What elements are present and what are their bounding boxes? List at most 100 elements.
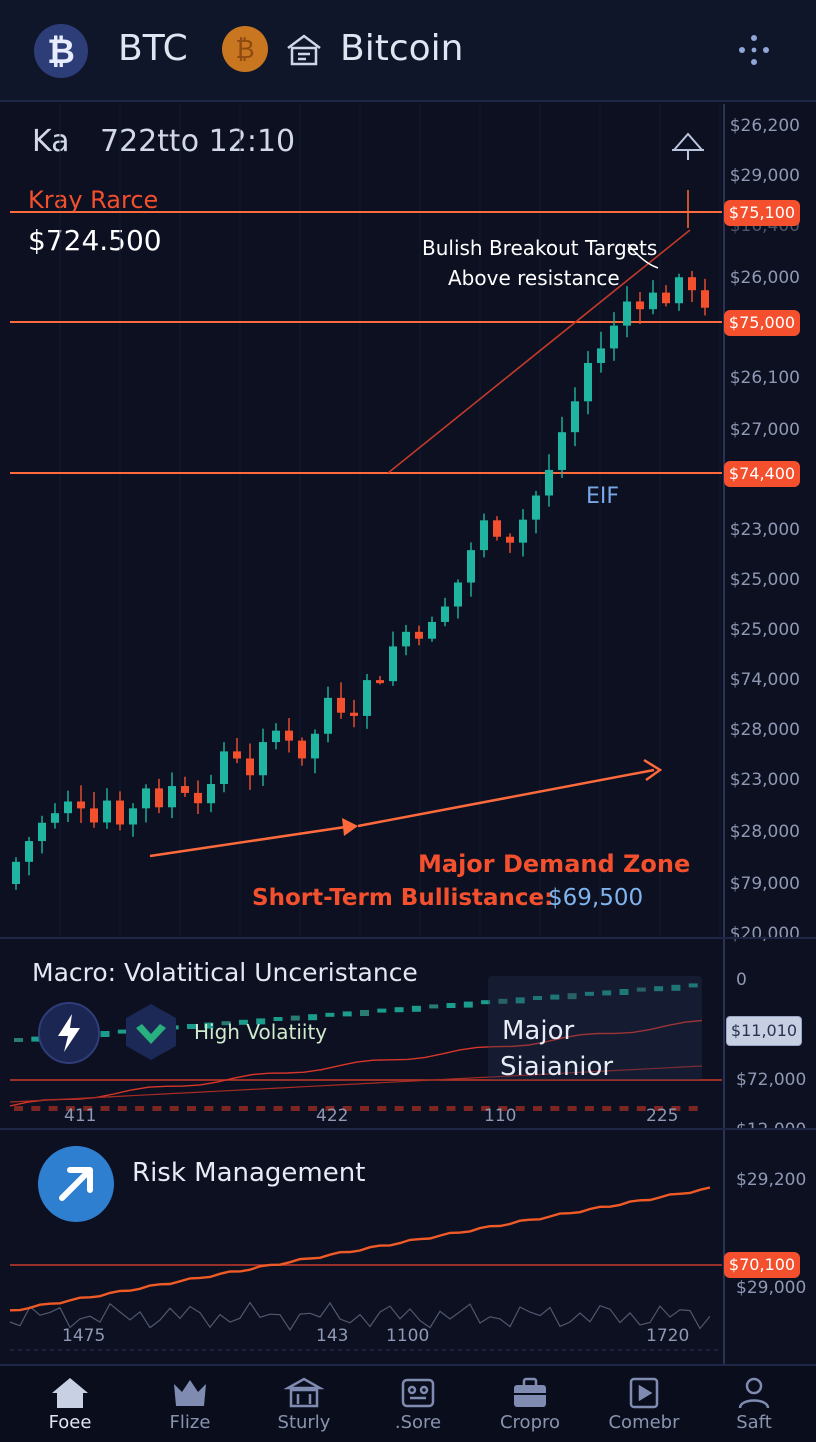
candle	[584, 362, 592, 402]
nav-item-saft[interactable]: Saft	[686, 1366, 816, 1440]
price-axis: $26,200 $29,000 $16,400 $26,000 $26,100 …	[724, 104, 816, 944]
nav-item-comebr[interactable]: Comebr	[576, 1366, 712, 1440]
volatility-label: High Volatiity	[194, 1020, 328, 1044]
candle	[701, 290, 709, 308]
candle	[675, 277, 683, 304]
volume-bar	[498, 1106, 508, 1111]
candle	[610, 325, 618, 349]
candle	[25, 841, 33, 862]
alert-icon[interactable]	[670, 128, 706, 168]
nav-item-home[interactable]: Foee	[2, 1366, 138, 1440]
candle	[116, 800, 124, 825]
noise-line	[9, 1301, 711, 1332]
price-tick: $26,100	[729, 368, 800, 388]
breakout-annotation-line1: Bulish Breakout Targets	[422, 236, 658, 260]
app-header: ₿ BTC ₿ Bitcoin	[0, 0, 816, 102]
arrow-head	[342, 818, 358, 836]
macro-bar	[325, 1012, 335, 1017]
macro-bar	[584, 991, 594, 996]
price-tick: $28,000	[729, 720, 800, 740]
volume-bar	[411, 1106, 421, 1111]
candle	[181, 786, 189, 793]
risk-x-tick: 1720	[646, 1326, 690, 1346]
macro-bar	[671, 984, 681, 991]
chart-info-time: 722tto 12:10	[100, 124, 296, 159]
range-value: $724.500	[28, 224, 162, 257]
volume-bar	[342, 1106, 352, 1111]
nav-label: Flize	[169, 1412, 211, 1433]
risk-axis-top: $29,200	[736, 1170, 807, 1190]
nav-item-cropro[interactable]: Cropro	[462, 1366, 598, 1440]
risk-x-tick: 1100	[386, 1326, 430, 1346]
macro-bar	[187, 1024, 196, 1029]
price-tick: $79,000	[729, 874, 800, 894]
volume-bar	[688, 1106, 698, 1111]
svg-text:₿: ₿	[47, 32, 75, 72]
volume-bar	[654, 1106, 664, 1111]
macro-bar	[463, 1001, 473, 1008]
candle	[558, 432, 566, 470]
volume-bar	[394, 1106, 404, 1111]
macro-bar	[31, 1036, 41, 1042]
risk-x-tick: 143	[316, 1326, 349, 1346]
candle	[649, 292, 657, 310]
macro-bar	[360, 1010, 369, 1016]
macro-x-tick: 110	[484, 1106, 517, 1126]
demand-arrow	[149, 824, 353, 858]
svg-text:₿: ₿	[235, 35, 254, 65]
volume-bar	[117, 1106, 127, 1111]
panel-divider	[0, 937, 816, 939]
macro-bar	[14, 1038, 23, 1042]
menu-dots-icon[interactable]	[736, 32, 772, 72]
macro-box-line1: Major	[502, 1016, 575, 1046]
nav-label: Cropro	[499, 1412, 561, 1433]
price-tick: $26,200	[729, 116, 800, 136]
play-card-icon	[629, 1377, 659, 1409]
bitcoin-logo-icon: ₿	[34, 24, 88, 78]
candle	[90, 808, 98, 823]
macro-bar	[308, 1014, 318, 1021]
risk-chart[interactable]	[0, 1130, 722, 1364]
nav-label: Comebr	[608, 1412, 680, 1433]
volume-bar	[273, 1106, 283, 1111]
nav-item-flize[interactable]: Flize	[122, 1366, 258, 1440]
nav-item-sore[interactable]: .Sore	[350, 1366, 486, 1440]
macro-axis-bottom: $72,000	[736, 1070, 807, 1090]
candle	[532, 495, 540, 520]
nav-label: Foee	[48, 1412, 92, 1433]
price-badge-support-1: $75,000	[724, 310, 800, 336]
candle	[350, 712, 358, 716]
chevron-down-icon[interactable]	[122, 1002, 180, 1066]
tools-icon	[401, 1378, 435, 1408]
volume-bar	[602, 1106, 612, 1111]
macro-bar	[117, 1029, 127, 1034]
macro-bar	[619, 989, 629, 995]
price-tick: $25,000	[729, 620, 800, 640]
risk-axis-bottom: $29,000	[736, 1278, 807, 1298]
volume-bar	[169, 1106, 179, 1111]
annotation-pointer	[627, 243, 659, 269]
lightning-icon[interactable]	[38, 1002, 100, 1064]
candle	[441, 606, 449, 622]
price-tick: $74,000	[729, 670, 800, 690]
macro-line	[9, 1065, 703, 1103]
candle	[220, 751, 228, 784]
macro-bar	[273, 1017, 283, 1021]
volume-bar	[636, 1106, 646, 1111]
nav-label: Saft	[736, 1412, 772, 1433]
candle	[64, 801, 72, 814]
candle	[129, 808, 137, 825]
nav-item-sturly[interactable]: Sturly	[236, 1366, 372, 1440]
macro-chart[interactable]	[0, 940, 722, 1128]
range-label: Kray Rarce	[28, 186, 159, 214]
candle	[467, 550, 475, 583]
breakout-annotation-line2: Above resistance	[448, 266, 620, 290]
demand-zone-label: Major Demand Zone	[418, 850, 691, 878]
price-tick: $25,000	[729, 570, 800, 590]
price-chart[interactable]	[0, 104, 722, 938]
volume-bar	[446, 1106, 456, 1111]
volume-bar	[135, 1106, 145, 1111]
price-tick: $29,000	[729, 166, 800, 186]
candle	[402, 631, 410, 647]
trend-arrow-icon[interactable]	[38, 1146, 114, 1222]
